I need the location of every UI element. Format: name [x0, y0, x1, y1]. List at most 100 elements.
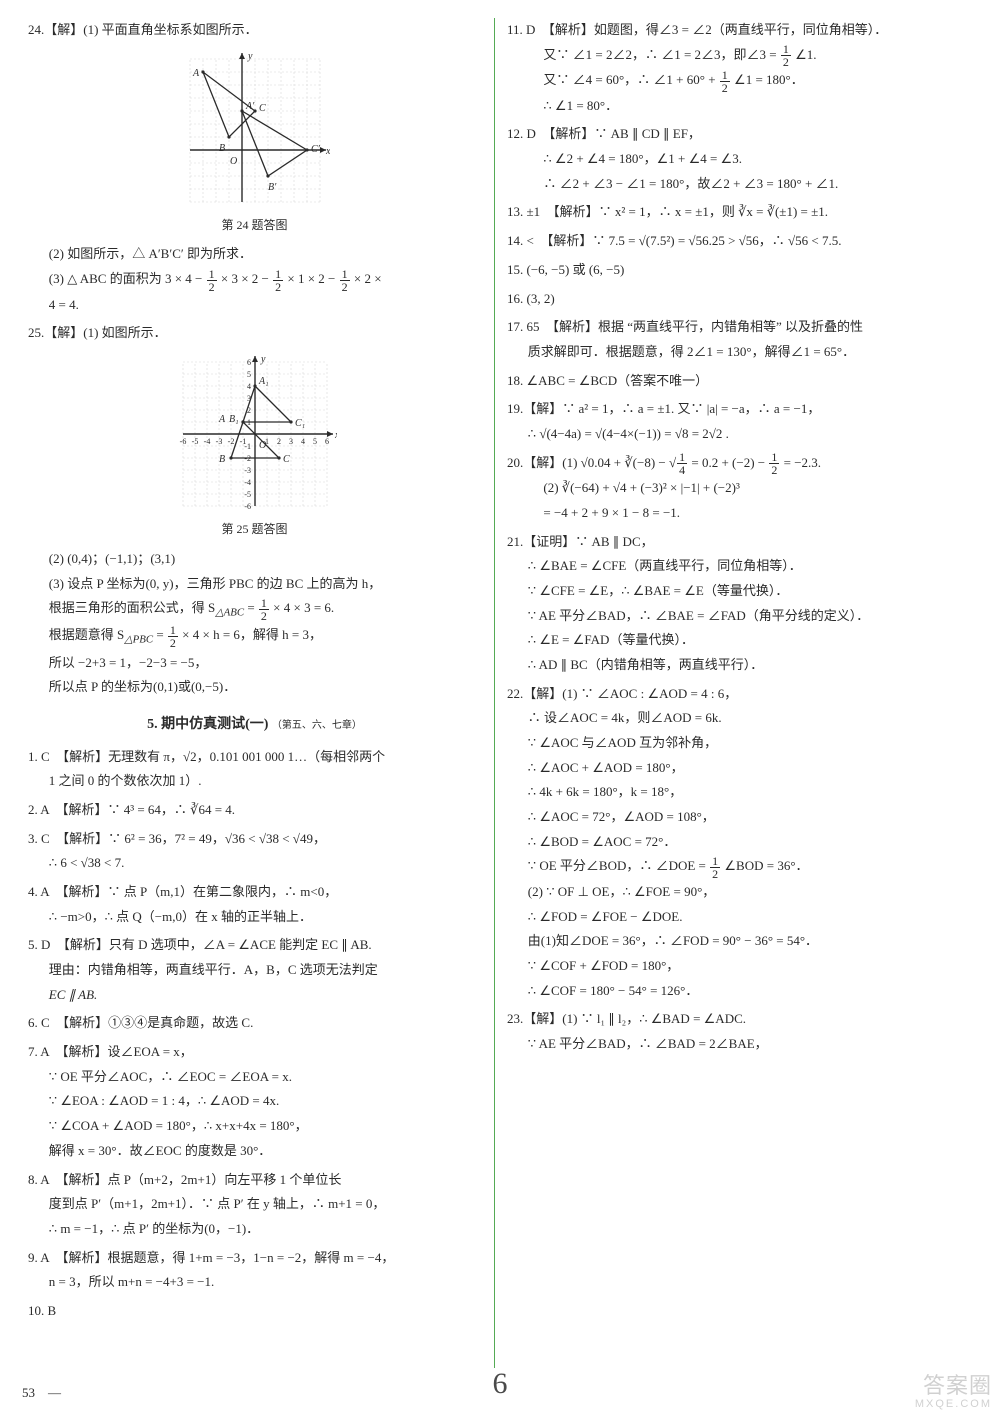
q18: 18. ∠ABC = ∠BCD（答案不唯一） — [507, 369, 960, 394]
frac: 12 — [769, 451, 779, 476]
t: 度到点 P′（m+1，2m+1）．∵ 点 P′ 在 y 轴上，∴ m+1 = 0… — [28, 1192, 481, 1217]
q25-2: (2) (0,4)；(−1,1)；(3,1) — [28, 547, 481, 572]
svg-text:O: O — [230, 156, 237, 167]
svg-text:-5: -5 — [191, 437, 198, 446]
t: 11. D 【解析】如题图，得∠3 = ∠2（两直线平行，同位角相等）． — [507, 18, 960, 43]
t: ∠1 = 180°． — [734, 72, 804, 87]
t: 根据三角形的面积公式，得 S — [49, 600, 215, 615]
t: ∵ ∠CFE = ∠E，∴ ∠BAE = ∠E（等量代换）． — [507, 579, 960, 604]
q25-5: 根据题意得 S△PBC = 12 × 4 × h = 6，解得 h = 3， — [28, 623, 481, 650]
svg-text:6: 6 — [247, 358, 251, 367]
t: ∴ ∠AOC + ∠AOD = 180°， — [507, 756, 960, 781]
svg-text:-3: -3 — [244, 466, 251, 475]
svg-text:B′: B′ — [268, 182, 277, 193]
t: (2) ∵ OF ⊥ OE，∴ ∠FOE = 90°， — [507, 880, 960, 905]
q6: 6. C 【解析】①③④是真命题，故选 C. — [28, 1011, 481, 1036]
t: ∴ AD ∥ BC（内错角相等，两直线平行）． — [507, 653, 960, 678]
q25: 25.【解】(1) 如图所示． -6-5-4-3-2-1123456-6-5-4… — [28, 321, 481, 700]
t: × 4 × h = 6，解得 h = 3， — [182, 627, 322, 642]
t: 53 — [22, 1385, 35, 1400]
svg-text:A: A — [218, 414, 226, 425]
t: ∴ 6 < √38 < 7. — [28, 851, 481, 876]
q22: 22.【解】(1) ∵ ∠AOC : ∠AOD = 4 : 6， ∴ 设∠AOC… — [507, 682, 960, 1004]
svg-text:x: x — [334, 430, 337, 441]
t: （第五、六、七章） — [272, 720, 362, 731]
svg-text:-4: -4 — [203, 437, 210, 446]
t: MXQE.COM — [915, 1398, 992, 1410]
svg-text:A′: A′ — [245, 101, 255, 112]
t: 20.【解】(1) √0.04 + ∛(−8) − — [507, 455, 666, 470]
t: ∵ OE 平分∠BOD，∴ ∠DOE = — [528, 858, 706, 873]
q4: 4. A 【解析】∵ 点 P（m,1）在第二象限内，∴ m<0， ∴ −m>0，… — [28, 880, 481, 929]
q21: 21.【证明】∵ AB ∥ DC， ∴ ∠BAE = ∠CFE（两直线平行，同位… — [507, 530, 960, 678]
t: 23.【解】(1) ∵ l₁ ∥ l₂，∴ ∠BAD = ∠ADC. — [507, 1007, 960, 1032]
svg-text:-1: -1 — [244, 442, 251, 451]
svg-text:6: 6 — [325, 437, 329, 446]
t: ∴ √(4−4a) = √(4−4×(−1)) = √8 = 2√2 . — [507, 422, 960, 447]
q19: 19.【解】∵ a² = 1，∴ a = ±1. 又∵ |a| = −a，∴ a… — [507, 397, 960, 446]
q15: 15. (−6, −5) 或 (6, −5) — [507, 258, 960, 283]
t: ∴ ∠2 + ∠3 − ∠1 = 180°，故∠2 + ∠3 = 180° + … — [507, 172, 960, 197]
t: ∴ ∠2 + ∠4 = 180°，∠1 + ∠4 = ∠3. — [507, 147, 960, 172]
q14: 14. < 【解析】∵ 7.5 = √(7.5²) = √56.25 > √56… — [507, 229, 960, 254]
q25-7: 所以点 P 的坐标为(0,1)或(0,−5)． — [28, 675, 481, 700]
t: ∴ ∠E = ∠FAD（等量代换）． — [507, 628, 960, 653]
t: × 4 × 3 = 6. — [273, 600, 334, 615]
t: ∵ ∠COA + ∠AOD = 180°，∴ x+x+4x = 180°， — [28, 1114, 481, 1139]
svg-text:3: 3 — [289, 437, 293, 446]
t: ∵ ∠AOC 与∠AOD 互为邻补角， — [507, 731, 960, 756]
t: 根据题意得 S — [49, 627, 124, 642]
t: 3. C 【解析】∵ 6² = 36，7² = 49，√36 < √38 < √… — [28, 827, 481, 852]
q5: 5. D 【解析】只有 D 选项中，∠A = ∠ACE 能判定 EC ∥ AB.… — [28, 933, 481, 1007]
t: = −2.3. — [784, 455, 821, 470]
svg-text:y: y — [260, 354, 266, 365]
q24-4: 4 = 4. — [28, 293, 481, 318]
svg-text:-6: -6 — [244, 502, 251, 511]
frac: 12 — [273, 268, 283, 293]
watermark: 答案圈 MXQE.COM — [915, 1374, 992, 1410]
t: 1. C 【解析】无理数有 π，√2，0.101 001 000 1…（每相邻两… — [28, 745, 481, 770]
q20: 20.【解】(1) √0.04 + ∛(−8) − √14 = 0.2 + (−… — [507, 451, 960, 526]
t: ∴ ∠BAE = ∠CFE（两直线平行，同位角相等）． — [507, 554, 960, 579]
q13: 13. ±1 【解析】∵ x² = 1，∴ x = ±1，则 ∛x = ∛(±1… — [507, 200, 960, 225]
q1: 1. C 【解析】无理数有 π，√2，0.101 001 000 1…（每相邻两… — [28, 745, 481, 794]
q16: 16. (3, 2) — [507, 287, 960, 312]
frac: 12 — [340, 268, 350, 293]
svg-text:O: O — [259, 440, 266, 451]
t: ∵ OE 平分∠AOC，∴ ∠EOC = ∠EOA = x. — [28, 1065, 481, 1090]
t: × 3 × 2 − — [221, 271, 269, 286]
q2: 2. A 【解析】∵ 4³ = 64，∴ ∛64 = 4. — [28, 798, 481, 823]
t: 又∵ ∠4 = 60°，∴ ∠1 + 60° + 12 ∠1 = 180°． — [507, 68, 960, 94]
q3: 3. C 【解析】∵ 6² = 36，7² = 49，√36 < √38 < √… — [28, 827, 481, 876]
q24-title: 24.【解】(1) 平面直角坐标系如图所示． — [28, 18, 481, 43]
svg-text:C′: C′ — [311, 144, 321, 155]
t: 21.【证明】∵ AB ∥ DC， — [507, 530, 960, 555]
q8: 8. A 【解析】点 P（m+2，2m+1）向左平移 1 个单位长 度到点 P′… — [28, 1168, 481, 1242]
q25-6: 所以 −2+3 = 1，−2−3 = −5， — [28, 651, 481, 676]
t: ∵ AE 平分∠BAD，∴ ∠BAE = ∠FAD（角平分线的定义）． — [507, 604, 960, 629]
t: 解得 x = 30°．故∠EOC 的度数是 30°． — [28, 1139, 481, 1164]
svg-text:5: 5 — [247, 370, 251, 379]
t: ∴ m = −1，∴ 点 P′ 的坐标为(0，−1)． — [28, 1217, 481, 1242]
t: × 1 × 2 − — [287, 271, 335, 286]
t: ∠1. — [795, 47, 816, 62]
t: 4. A 【解析】∵ 点 P（m,1）在第二象限内，∴ m<0， — [28, 880, 481, 905]
svg-text:2: 2 — [277, 437, 281, 446]
t: EC ∥ AB. — [28, 983, 481, 1008]
svg-text:A₁: A₁ — [258, 376, 269, 387]
svg-text:-6: -6 — [179, 437, 186, 446]
t: ∵ AE 平分∠BAD，∴ ∠BAD = 2∠BAE， — [507, 1032, 960, 1057]
t: ∴ ∠COF = 180° − 54° = 126°． — [507, 979, 960, 1004]
frac: 12 — [781, 43, 791, 68]
q10: 10. B — [28, 1299, 481, 1324]
q17: 17. 65 【解析】根据 “两直线平行，内错角相等” 以及折叠的性 质求解即可… — [507, 315, 960, 364]
t: 答案圈 — [915, 1374, 992, 1398]
t: × 2 × — [354, 271, 382, 286]
svg-text:C₁: C₁ — [295, 418, 305, 429]
t: 1 之间 0 的个数依次加 1）. — [28, 769, 481, 794]
t: = 0.2 + (−2) − — [691, 455, 765, 470]
t: 又∵ ∠1 = 2∠2，∴ ∠1 = 2∠3，即∠3 = 12 ∠1. — [507, 43, 960, 69]
t: 由(1)知∠DOE = 36°，∴ ∠FOD = 90° − 36° = 54°… — [507, 929, 960, 954]
figure-24: ABCA′B′C′Oxy — [180, 49, 330, 212]
svg-text:C: C — [283, 454, 290, 465]
